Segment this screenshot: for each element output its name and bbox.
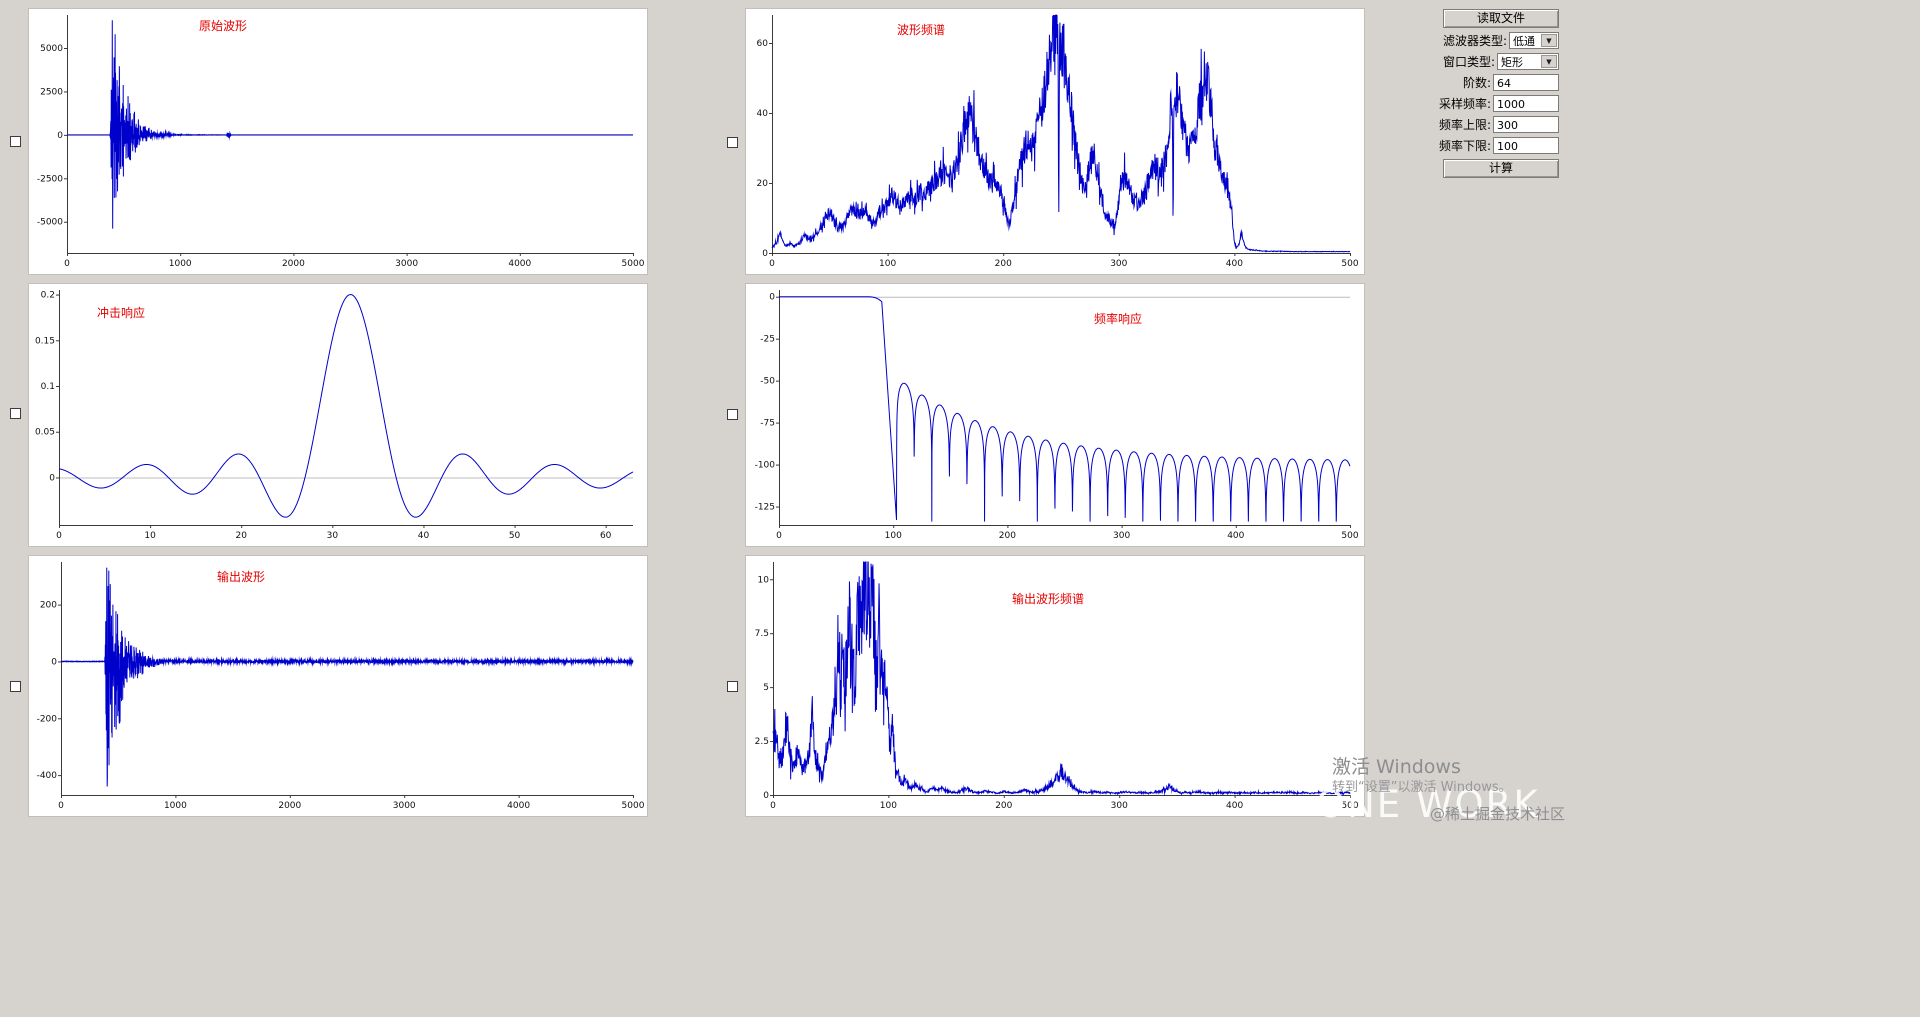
activate-windows-text: 激活 Windows <box>1332 756 1461 778</box>
chevron-down-icon[interactable]: ▼ <box>1541 55 1557 68</box>
input-spectrum-canvas <box>746 9 1362 272</box>
community-watermark: @稀土掘金技术社区 <box>1430 805 1566 823</box>
plot-frequency-response: 频率响应 <box>745 283 1365 547</box>
order-input[interactable] <box>1493 74 1559 91</box>
calculate-button[interactable]: 计算 <box>1443 159 1559 178</box>
freq-upper-row: 频率上限: <box>1439 116 1559 133</box>
order-row: 阶数: <box>1443 74 1559 91</box>
plot-input-spectrum: 波形频谱 <box>745 8 1365 275</box>
freq-upper-label: 频率上限: <box>1438 118 1491 132</box>
control-panel: 读取文件 滤波器类型: 低通 ▼ 窗口类型: 矩形 ▼ 阶数: 采样频率: 频率… <box>1439 9 1559 178</box>
plot-title-input-spectrum: 波形频谱 <box>897 23 946 37</box>
plot-title-output-waveform: 输出波形 <box>217 570 266 584</box>
impulse-response-canvas <box>29 284 645 544</box>
read-file-button[interactable]: 读取文件 <box>1443 9 1559 28</box>
chevron-down-icon[interactable]: ▼ <box>1541 34 1557 47</box>
sample-rate-row: 采样频率: <box>1439 95 1559 112</box>
plot-output-spectrum: 输出波形频谱 <box>745 555 1365 817</box>
checkbox-frequency-response[interactable] <box>727 409 738 420</box>
sample-rate-label: 采样频率: <box>1438 97 1491 111</box>
checkbox-output-waveform[interactable] <box>10 681 21 692</box>
window-type-row: 窗口类型: 矩形 ▼ <box>1443 53 1559 70</box>
freq-lower-row: 频率下限: <box>1439 137 1559 154</box>
order-label: 阶数: <box>1462 76 1491 90</box>
window-type-select[interactable]: 矩形 ▼ <box>1497 53 1559 70</box>
sample-rate-input[interactable] <box>1493 95 1559 112</box>
plot-title-frequency-response: 频率响应 <box>1094 312 1143 326</box>
plot-output-waveform: 输出波形 <box>28 555 648 817</box>
output-waveform-canvas <box>29 556 645 814</box>
window-type-label: 窗口类型: <box>1443 55 1496 69</box>
filter-type-label: 滤波器类型: <box>1443 34 1508 48</box>
one-work-watermark: ONE WORK <box>1316 783 1540 826</box>
freq-lower-label: 频率下限: <box>1438 139 1491 153</box>
freq-upper-input[interactable] <box>1493 116 1559 133</box>
window-type-value: 矩形 <box>1501 55 1524 69</box>
filter-type-value: 低通 <box>1513 34 1536 48</box>
checkbox-impulse-response[interactable] <box>10 408 21 419</box>
plot-impulse-response: 冲击响应 <box>28 283 648 547</box>
filter-type-row: 滤波器类型: 低通 ▼ <box>1443 32 1559 49</box>
output-spectrum-canvas <box>746 556 1362 814</box>
activate-windows-subtext: 转到“设置”以激活 Windows。 <box>1332 780 1512 795</box>
checkbox-output-spectrum[interactable] <box>727 681 738 692</box>
freq-lower-input[interactable] <box>1493 137 1559 154</box>
plot-title-output-spectrum: 输出波形频谱 <box>1012 592 1085 606</box>
original-waveform-canvas <box>29 9 645 272</box>
checkbox-input-spectrum[interactable] <box>727 137 738 148</box>
filter-type-select[interactable]: 低通 ▼ <box>1509 32 1559 49</box>
plot-original-waveform: 原始波形 <box>28 8 648 275</box>
checkbox-original-waveform[interactable] <box>10 136 21 147</box>
plot-title-original-waveform: 原始波形 <box>199 19 248 33</box>
plot-title-impulse-response: 冲击响应 <box>97 306 146 320</box>
frequency-response-canvas <box>746 284 1362 544</box>
